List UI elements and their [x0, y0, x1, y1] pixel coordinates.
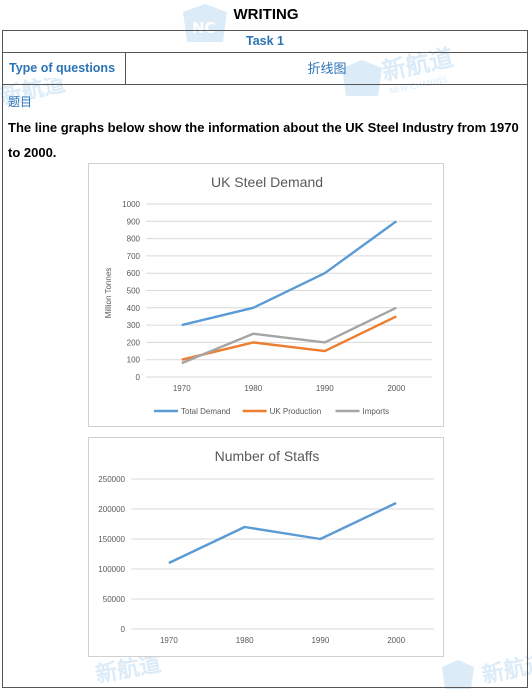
y-tick-label: 0 [121, 625, 126, 634]
watermark-logo: NC [183, 4, 227, 42]
watermark-brand: 新航道 NEW CHANNEL [342, 44, 456, 96]
series-line [181, 220, 397, 327]
watermark-logo-text: NC [192, 19, 216, 37]
y-tick-label: 150000 [98, 535, 125, 544]
steel-demand-chart-svg: UK Steel Demand Million Tonnes 0 100 200 30… [104, 174, 432, 416]
x-tick-label: 2000 [387, 636, 405, 645]
y-tick-label: 500 [127, 287, 141, 296]
worksheet-frame: Task 1 Type of questions 折线图 题目 The line… [2, 30, 528, 688]
steel-demand-chart: UK Steel Demand Million Tonnes 0 100 200 30… [88, 163, 444, 427]
x-tick-label: 1970 [160, 636, 178, 645]
y-tick-label: 200 [127, 338, 141, 347]
chart-title: UK Steel Demand [211, 174, 323, 190]
y-tick-label: 300 [127, 321, 141, 330]
y-tick-label: 800 [127, 235, 141, 244]
chart-title: Number of Staffs [215, 448, 320, 464]
series-line [181, 315, 397, 361]
staffs-chart-svg: Number of Staffs 0 50000 100000 150000 20000… [98, 448, 434, 645]
type-label: Type of questions [3, 53, 126, 84]
watermark-brand-left: 新航道 [0, 78, 68, 110]
y-tick-label: 600 [127, 269, 141, 278]
y-axis-label: Million Tonnes [104, 268, 113, 319]
legend-label: Imports [363, 407, 390, 416]
x-tick-label: 1990 [316, 384, 334, 393]
x-tick-label: 1980 [236, 636, 254, 645]
type-row: Type of questions 折线图 [3, 53, 527, 85]
section-label: 题目 [8, 95, 33, 109]
y-tick-label: 900 [127, 217, 141, 226]
x-tick-label: 1970 [173, 384, 191, 393]
y-tick-label: 700 [127, 252, 141, 261]
page-title: WRITING [233, 6, 299, 23]
type-value: 折线图 [307, 61, 347, 76]
y-tick-label: 400 [127, 304, 141, 313]
legend-label: Total Demand [181, 407, 230, 416]
y-tick-label: 100000 [98, 565, 125, 574]
y-tick-label: 50000 [103, 595, 126, 604]
watermark-brand-bottom-right: 新航道 [442, 650, 532, 689]
x-tick-label: 1990 [311, 636, 329, 645]
question-text: The line graphs below show the informati… [8, 120, 519, 160]
y-tick-label: 200000 [98, 505, 125, 514]
y-tick-label: 1000 [122, 200, 140, 209]
watermark-brand-bottom: 新航道 [95, 651, 163, 688]
y-tick-label: 0 [136, 373, 141, 382]
x-tick-label: 1980 [244, 384, 262, 393]
staffs-chart: Number of Staffs 0 50000 100000 150000 20000… [88, 437, 444, 657]
task-label: Task 1 [3, 31, 527, 53]
x-tick-label: 2000 [387, 384, 405, 393]
series-line [181, 306, 397, 365]
series-line [168, 501, 397, 565]
y-tick-label: 100 [127, 356, 141, 365]
y-tick-label: 250000 [98, 475, 125, 484]
legend-label: UK Production [270, 407, 322, 416]
